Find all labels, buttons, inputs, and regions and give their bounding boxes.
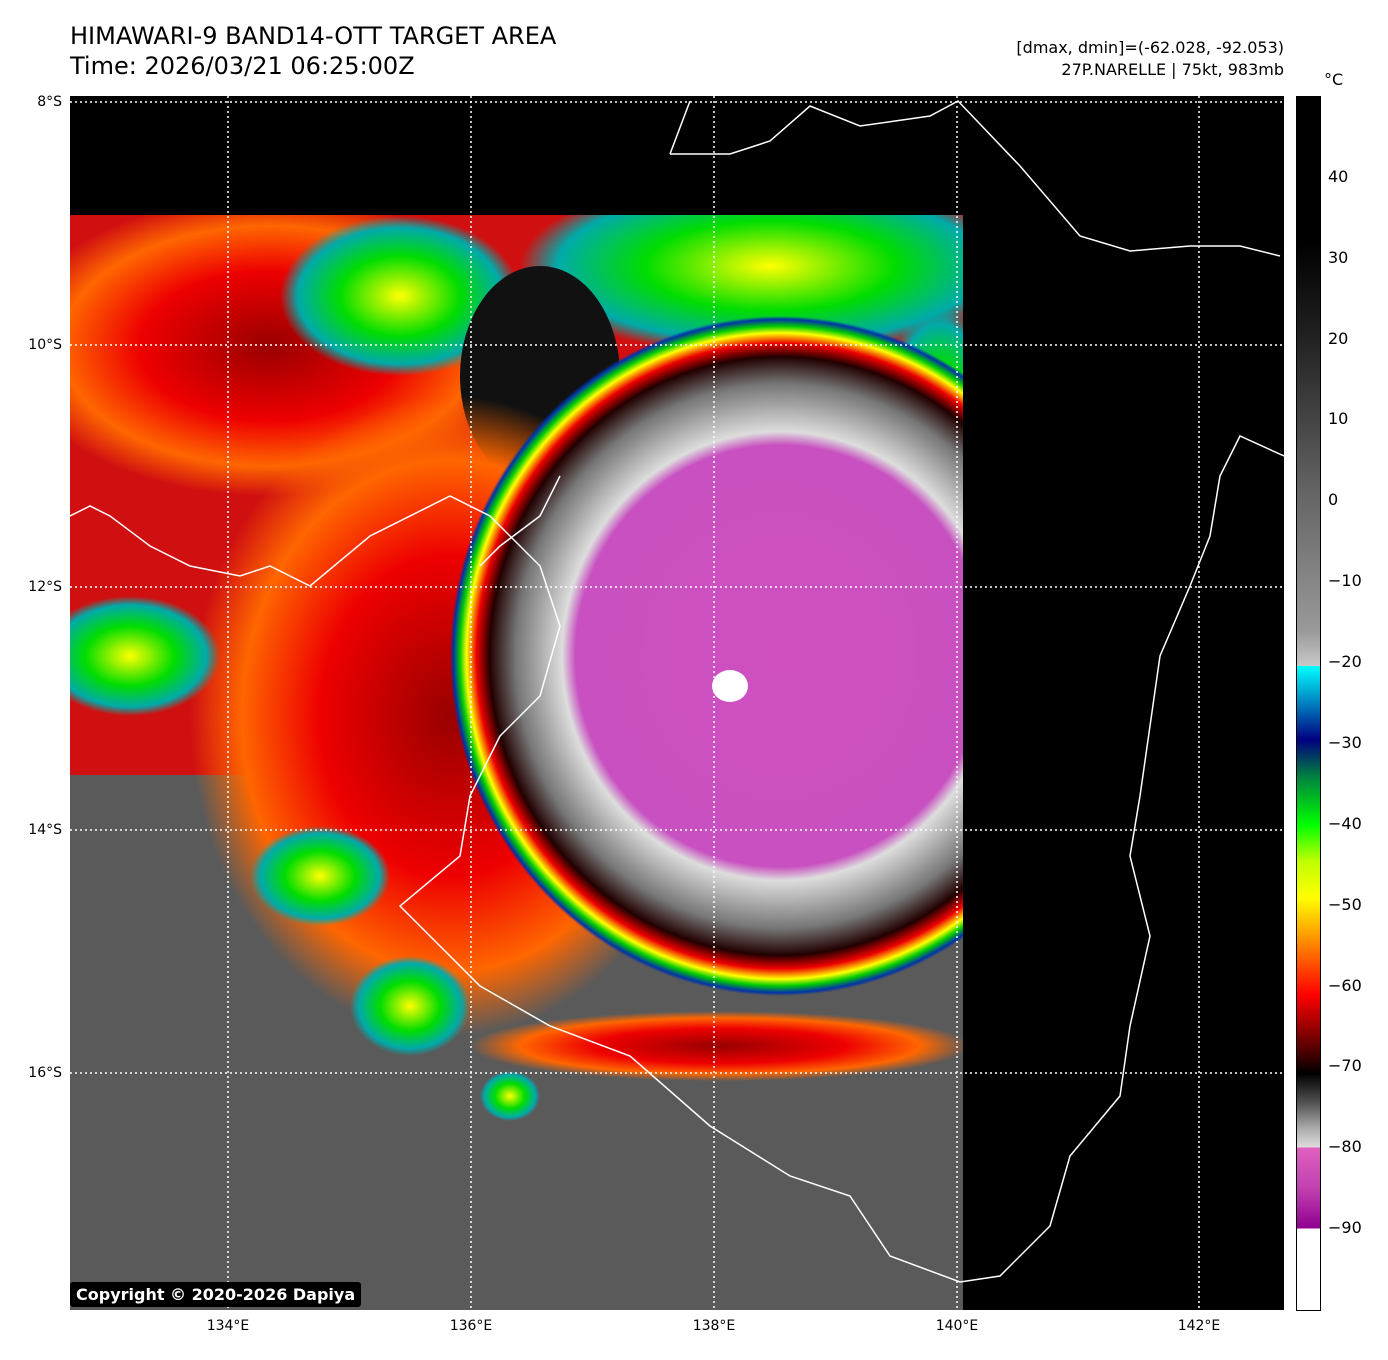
colorbar-tick-label: 30 [1328, 247, 1349, 267]
temperature-range: [dmax, dmin]=(-62.028, -92.053) [1016, 38, 1284, 57]
colorbar-tick-label: −80 [1328, 1137, 1362, 1157]
colorbar-tick-label: −90 [1328, 1218, 1362, 1238]
colorbar-tick-label: 10 [1328, 409, 1349, 429]
coastline [70, 100, 1284, 1283]
colorbar-tick-label: −40 [1328, 813, 1362, 833]
satellite-imagery [70, 215, 963, 1310]
lon-label: 140°E [935, 1318, 979, 1334]
map-time: Time: 2026/03/21 06:25:00Z [70, 52, 415, 80]
colorbar-tick-label: 20 [1328, 328, 1349, 348]
satellite-map [70, 96, 1284, 1310]
colorbar-tick-label: −30 [1328, 732, 1362, 752]
colorbar [1296, 96, 1321, 1311]
lat-label: 16°S [28, 1065, 62, 1081]
colorbar-tick-label: −60 [1328, 975, 1362, 995]
colorbar-tick-label: 40 [1328, 166, 1349, 186]
colorbar-tick-label: −70 [1328, 1056, 1362, 1076]
graticule [70, 96, 1284, 1310]
colorbar-tick-label: 0 [1328, 490, 1339, 510]
storm-info: 27P.NARELLE | 75kt, 983mb [1061, 60, 1284, 79]
lat-label: 8°S [37, 94, 62, 110]
colorbar-tick-label: −50 [1328, 894, 1362, 914]
lon-label: 138°E [692, 1318, 736, 1334]
copyright-label: Copyright © 2020-2026 Dapiya [70, 1282, 362, 1307]
lon-label: 142°E [1177, 1318, 1221, 1334]
lon-label: 134°E [206, 1318, 250, 1334]
map-title: HIMAWARI-9 BAND14-OTT TARGET AREA [70, 22, 557, 50]
lat-label: 14°S [28, 822, 62, 838]
colorbar-tick-label: −20 [1328, 652, 1362, 672]
lon-label: 136°E [449, 1318, 493, 1334]
lat-label: 10°S [28, 337, 62, 353]
colorbar-unit: °C [1324, 70, 1344, 89]
lat-label: 12°S [28, 579, 62, 595]
colorbar-tick-label: −10 [1328, 571, 1362, 591]
